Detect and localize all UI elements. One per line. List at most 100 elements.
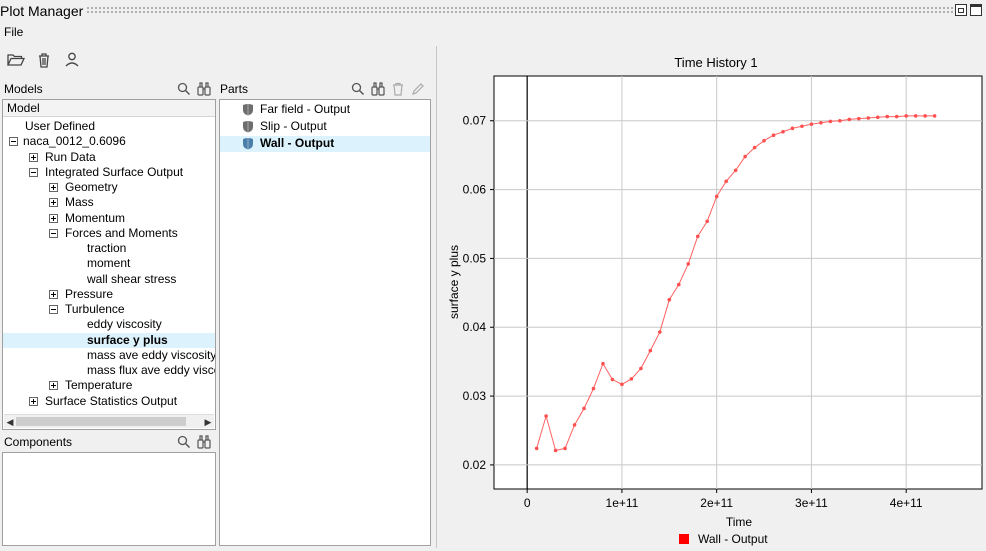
drag-grip[interactable]	[86, 6, 954, 14]
tree-item[interactable]: surface y plus	[3, 332, 215, 348]
part-item[interactable]: Far field - Output	[220, 102, 430, 118]
tree-item-label: surface y plus	[87, 332, 168, 347]
models-label: Models	[4, 82, 43, 96]
legend-swatch	[679, 534, 689, 544]
collapse-icon[interactable]	[29, 167, 38, 177]
tree-item-label: Pressure	[65, 286, 114, 301]
part-item[interactable]: Wall - Output	[220, 136, 430, 152]
pencil-icon[interactable]	[410, 81, 426, 97]
parts-label: Parts	[220, 82, 249, 96]
folder-open-icon[interactable]	[6, 50, 26, 70]
data-point	[838, 118, 842, 123]
tree-item[interactable]: wall shear stress	[3, 272, 215, 287]
tree-item-label: traction	[87, 241, 127, 255]
tree-item-label: Temperature	[65, 378, 133, 393]
user-icon[interactable]	[62, 50, 82, 70]
components-list[interactable]	[2, 452, 216, 546]
collapse-icon[interactable]	[49, 305, 58, 314]
tree-item[interactable]: Surface Statistics Output	[3, 394, 215, 409]
data-point	[582, 406, 586, 411]
y-tick-label: 0.02	[463, 458, 487, 472]
data-point	[762, 138, 766, 143]
search-icon[interactable]	[176, 81, 192, 97]
trash-icon[interactable]	[34, 50, 54, 70]
tree-item[interactable]: Geometry	[3, 180, 215, 195]
expand-icon[interactable]	[29, 152, 38, 162]
maximize-icon[interactable]	[970, 4, 982, 16]
splitter[interactable]	[436, 46, 437, 548]
tree-item[interactable]: Run Data	[3, 150, 215, 165]
restore-icon[interactable]	[955, 4, 967, 16]
search-icon[interactable]	[176, 434, 192, 450]
tree-item[interactable]: Pressure	[3, 287, 215, 302]
data-point	[894, 114, 899, 119]
x-tick-label: 0	[524, 496, 531, 510]
y-tick-label: 0.04	[463, 320, 487, 334]
tree-item[interactable]: Integrated Surface Output	[3, 165, 215, 180]
data-point	[610, 377, 615, 382]
plot-area: Time History 1 0 1e+11 2e+11 3e+11 4e+11 0.02…	[437, 46, 986, 548]
scroll-right-icon[interactable]: ▶	[204, 417, 212, 427]
data-point	[743, 154, 747, 159]
data-point	[932, 114, 937, 118]
scrollbar-thumb[interactable]	[16, 417, 186, 426]
expand-icon[interactable]	[49, 183, 58, 192]
tree-item-label: Forces and Moments	[65, 225, 178, 240]
expand-icon[interactable]	[49, 381, 58, 391]
data-point	[620, 382, 624, 387]
data-point	[904, 114, 908, 118]
expand-icon[interactable]	[49, 198, 58, 208]
tree-item-label: Run Data	[45, 149, 96, 164]
y-tick-label: 0.03	[463, 389, 487, 403]
data-point	[771, 133, 776, 137]
tree-item[interactable]: Forces and Moments	[3, 226, 215, 241]
data-point	[648, 348, 653, 353]
tree-item[interactable]: Turbulence	[3, 302, 215, 317]
tree-item[interactable]: Temperature	[3, 378, 215, 393]
plot-frame	[493, 75, 983, 490]
collapse-icon[interactable]	[9, 137, 18, 147]
tree-item[interactable]: Mass	[3, 195, 215, 210]
part-shield-icon	[242, 137, 254, 154]
legend-label: Wall - Output	[698, 532, 768, 546]
search-icon[interactable]	[350, 81, 366, 97]
tree-item-label: Surface Statistics Output	[45, 393, 178, 408]
collapse-icon[interactable]	[49, 228, 58, 238]
tree-item[interactable]: mass ave eddy viscosity	[3, 348, 215, 363]
data-point	[913, 114, 918, 118]
part-item-label: Slip - Output	[260, 119, 327, 133]
data-point	[714, 194, 719, 199]
data-point	[686, 262, 691, 266]
tree-item[interactable]: traction	[3, 241, 215, 256]
trash-icon[interactable]	[390, 81, 406, 97]
tree-item-label: eddy viscosity	[87, 317, 162, 332]
time-history-chart[interactable]: Time History 1 0 1e+11 2e+11 3e+11 4e+11 0.02…	[437, 46, 986, 548]
data-point	[658, 330, 662, 334]
expand-icon[interactable]	[49, 289, 58, 299]
part-item-label: Wall - Output	[260, 136, 335, 150]
binoculars-icon[interactable]	[196, 434, 212, 450]
y-tick-label: 0.06	[463, 183, 487, 197]
y-tick-label: 0.05	[463, 251, 487, 265]
tree-item[interactable]: naca_0012_0.6096	[3, 134, 215, 149]
expand-icon[interactable]	[49, 213, 58, 223]
models-tree-header: Model	[3, 100, 215, 117]
chart-title: Time History 1	[674, 55, 757, 70]
tree-item[interactable]: Momentum	[3, 211, 215, 226]
data-point	[790, 126, 795, 131]
binoculars-icon[interactable]	[370, 81, 386, 97]
binoculars-icon[interactable]	[196, 81, 212, 97]
horizontal-scrollbar[interactable]: ◀ ▶	[4, 414, 214, 428]
scroll-left-icon[interactable]: ◀	[6, 417, 14, 427]
x-tick-label: 2e+11	[700, 496, 733, 510]
tree-item[interactable]: mass flux ave eddy viscos	[3, 363, 215, 378]
menu-file[interactable]: File	[4, 25, 24, 39]
tree-item[interactable]: eddy viscosity	[3, 317, 215, 332]
data-point	[724, 179, 728, 184]
parts-list: Far field - Output Slip - Output Wall - Ou…	[219, 99, 431, 546]
tree-item[interactable]: moment	[3, 256, 215, 271]
data-point	[819, 121, 823, 125]
part-item[interactable]: Slip - Output	[220, 119, 430, 135]
expand-icon[interactable]	[29, 396, 38, 406]
tree-item[interactable]: User Defined	[3, 119, 215, 134]
